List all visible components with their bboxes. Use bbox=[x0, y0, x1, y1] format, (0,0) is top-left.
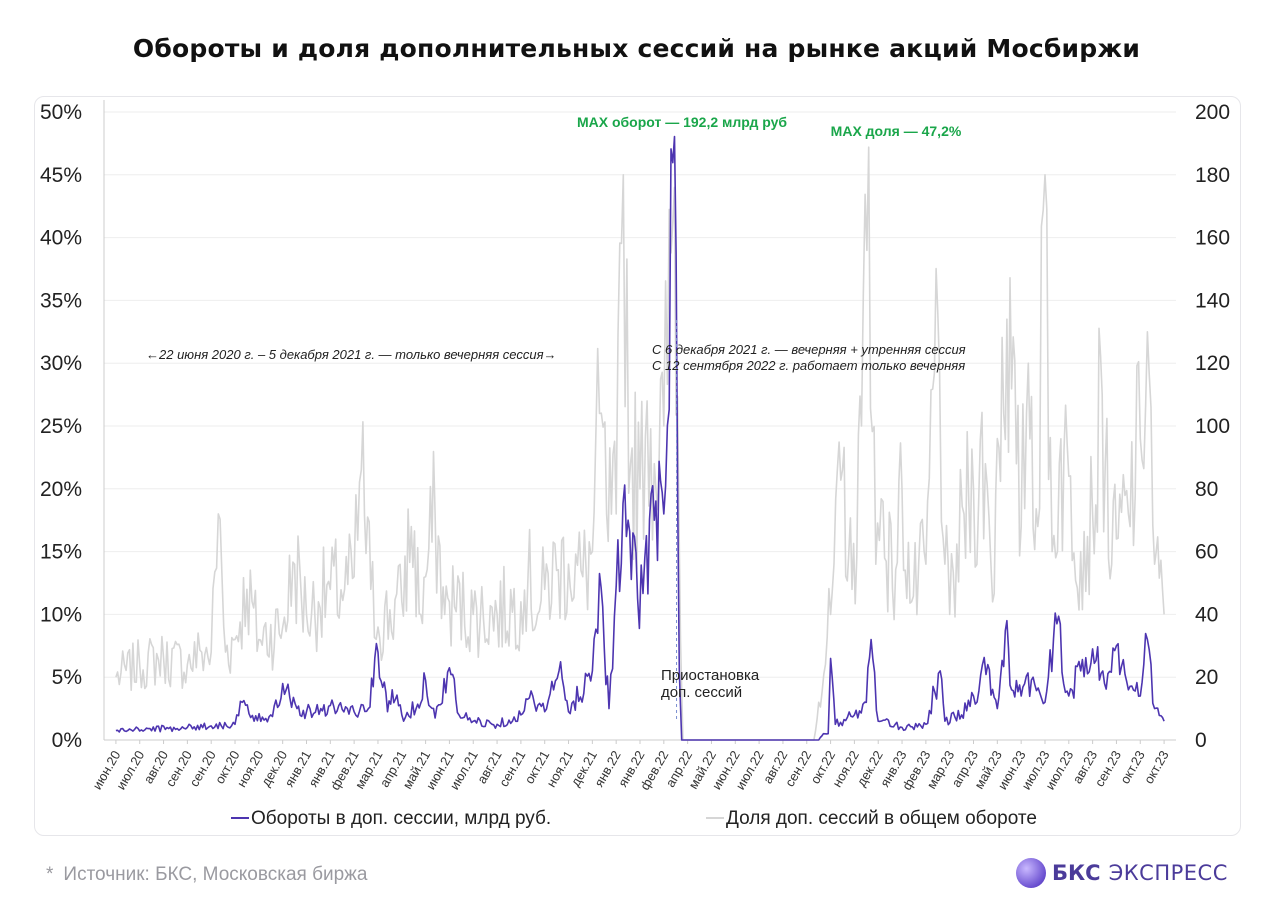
suspension-note-line1: Приостановка bbox=[661, 667, 760, 684]
legend-label-share: Доля доп. сессий в общем обороте bbox=[726, 808, 1037, 829]
source-note: * Источник: БКС, Московская биржа bbox=[46, 864, 367, 886]
max-turnover-label: MAX оборот — 192,2 млрд руб bbox=[577, 114, 787, 130]
y-left-tick-label: 0% bbox=[52, 729, 82, 752]
y-right-tick-label: 200 bbox=[1195, 101, 1230, 124]
source-text: Источник: БКС, Московская биржа bbox=[63, 864, 368, 885]
source-marker: * bbox=[46, 864, 54, 885]
y-left-tick-label: 45% bbox=[40, 164, 82, 187]
brand-name-bks: БКС bbox=[1052, 861, 1101, 885]
evening-only-note: ←22 июня 2020 г. – 5 декабря 2021 г. — т… bbox=[146, 347, 557, 362]
y-left-tick-label: 30% bbox=[40, 352, 82, 375]
brand-logo: БКС ЭКСПРЕСС bbox=[1016, 858, 1228, 888]
y-right-tick-label: 0 bbox=[1195, 729, 1207, 752]
y-right-tick-label: 140 bbox=[1195, 289, 1230, 312]
series-turnover-line bbox=[115, 135, 1165, 741]
y-right-tick-label: 180 bbox=[1195, 164, 1230, 187]
y-right-tick-label: 60 bbox=[1195, 541, 1218, 564]
y-right-tick-label: 40 bbox=[1195, 603, 1218, 626]
y-right-tick-label: 20 bbox=[1195, 666, 1218, 689]
brand-name-express: ЭКСПРЕСС bbox=[1108, 861, 1228, 885]
x-tick-label: окт.23 bbox=[1141, 748, 1172, 786]
y-left-tick-label: 20% bbox=[40, 478, 82, 501]
y-left-tick-label: 40% bbox=[40, 227, 82, 250]
y-right-tick-label: 80 bbox=[1195, 478, 1218, 501]
series-share-line bbox=[115, 146, 1165, 741]
morning-evening-note-line2: С 12 сентября 2022 г. работает только ве… bbox=[652, 358, 965, 373]
y-left-tick-label: 25% bbox=[40, 415, 82, 438]
y-right-tick-label: 120 bbox=[1195, 352, 1230, 375]
y-left-tick-label: 35% bbox=[40, 289, 82, 312]
y-left-tick-label: 50% bbox=[40, 101, 82, 124]
y-right-tick-label: 160 bbox=[1195, 227, 1230, 250]
max-share-label: MAX доля — 47,2% bbox=[831, 123, 962, 139]
y-right-tick-label: 100 bbox=[1195, 415, 1230, 438]
y-left-tick-label: 15% bbox=[40, 541, 82, 564]
suspension-note-line2: доп. сессий bbox=[661, 684, 742, 701]
morning-evening-note-line1: С 6 декабря 2021 г. — вечерняя + утрення… bbox=[652, 342, 966, 357]
y-left-tick-label: 5% bbox=[52, 666, 82, 689]
legend-label-turnover: Обороты в доп. сессии, млрд руб. bbox=[251, 808, 551, 829]
chart-title: Обороты и доля дополнительных сессий на … bbox=[132, 34, 1141, 63]
bks-sphere-icon bbox=[1016, 858, 1046, 888]
y-left-tick-label: 10% bbox=[40, 603, 82, 626]
